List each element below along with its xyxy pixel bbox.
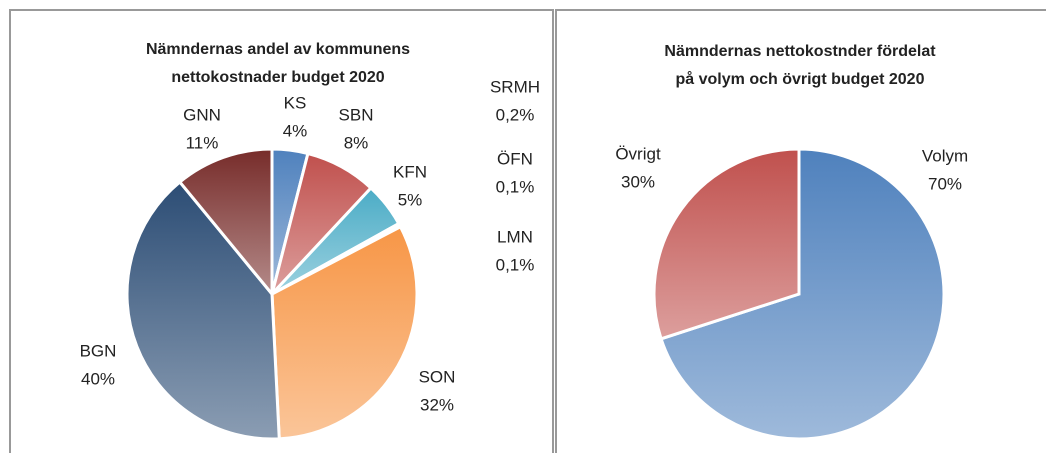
slice-label: Övrigt [615,144,661,163]
slice-label: SBN [339,105,374,124]
chart-title: Nämndernas nettokostnder fördelat [664,43,936,60]
slice-value-label: 11% [186,133,219,152]
slice-label: BGN [80,341,117,360]
slice-label: SRMH [490,77,540,96]
pie-slice [659,147,946,441]
chart-title: nettokostnader budget 2020 [171,69,384,86]
slice-value-label: 5% [398,190,423,209]
slice-label: Volym [922,146,968,165]
pie-slice [177,147,274,299]
slice-value-label: 40% [81,369,115,388]
slice-value-label: 70% [928,174,962,193]
slice-value-label: 30% [621,172,655,191]
slice-label: ÖFN [497,149,533,168]
slice-value-label: 4% [283,121,308,140]
slice-label: KS [284,93,307,112]
slice-value-label: 0,1% [496,255,535,274]
pie-slice [125,179,281,441]
pie-slice [652,147,801,341]
slice-label: LMN [497,227,533,246]
slice-label: SON [419,367,456,386]
slice-label: GNN [183,105,221,124]
slice-value-label: 0,1% [496,177,535,196]
slice-value-label: 0,2% [496,105,535,124]
pie-slice [270,224,419,441]
slice-value-label: 8% [344,133,369,152]
slice-label: KFN [393,162,427,181]
chart-title: Nämndernas andel av kommunens [146,41,410,58]
chart-title: på volym och övrigt budget 2020 [676,70,925,88]
slice-value-label: 32% [420,395,454,414]
